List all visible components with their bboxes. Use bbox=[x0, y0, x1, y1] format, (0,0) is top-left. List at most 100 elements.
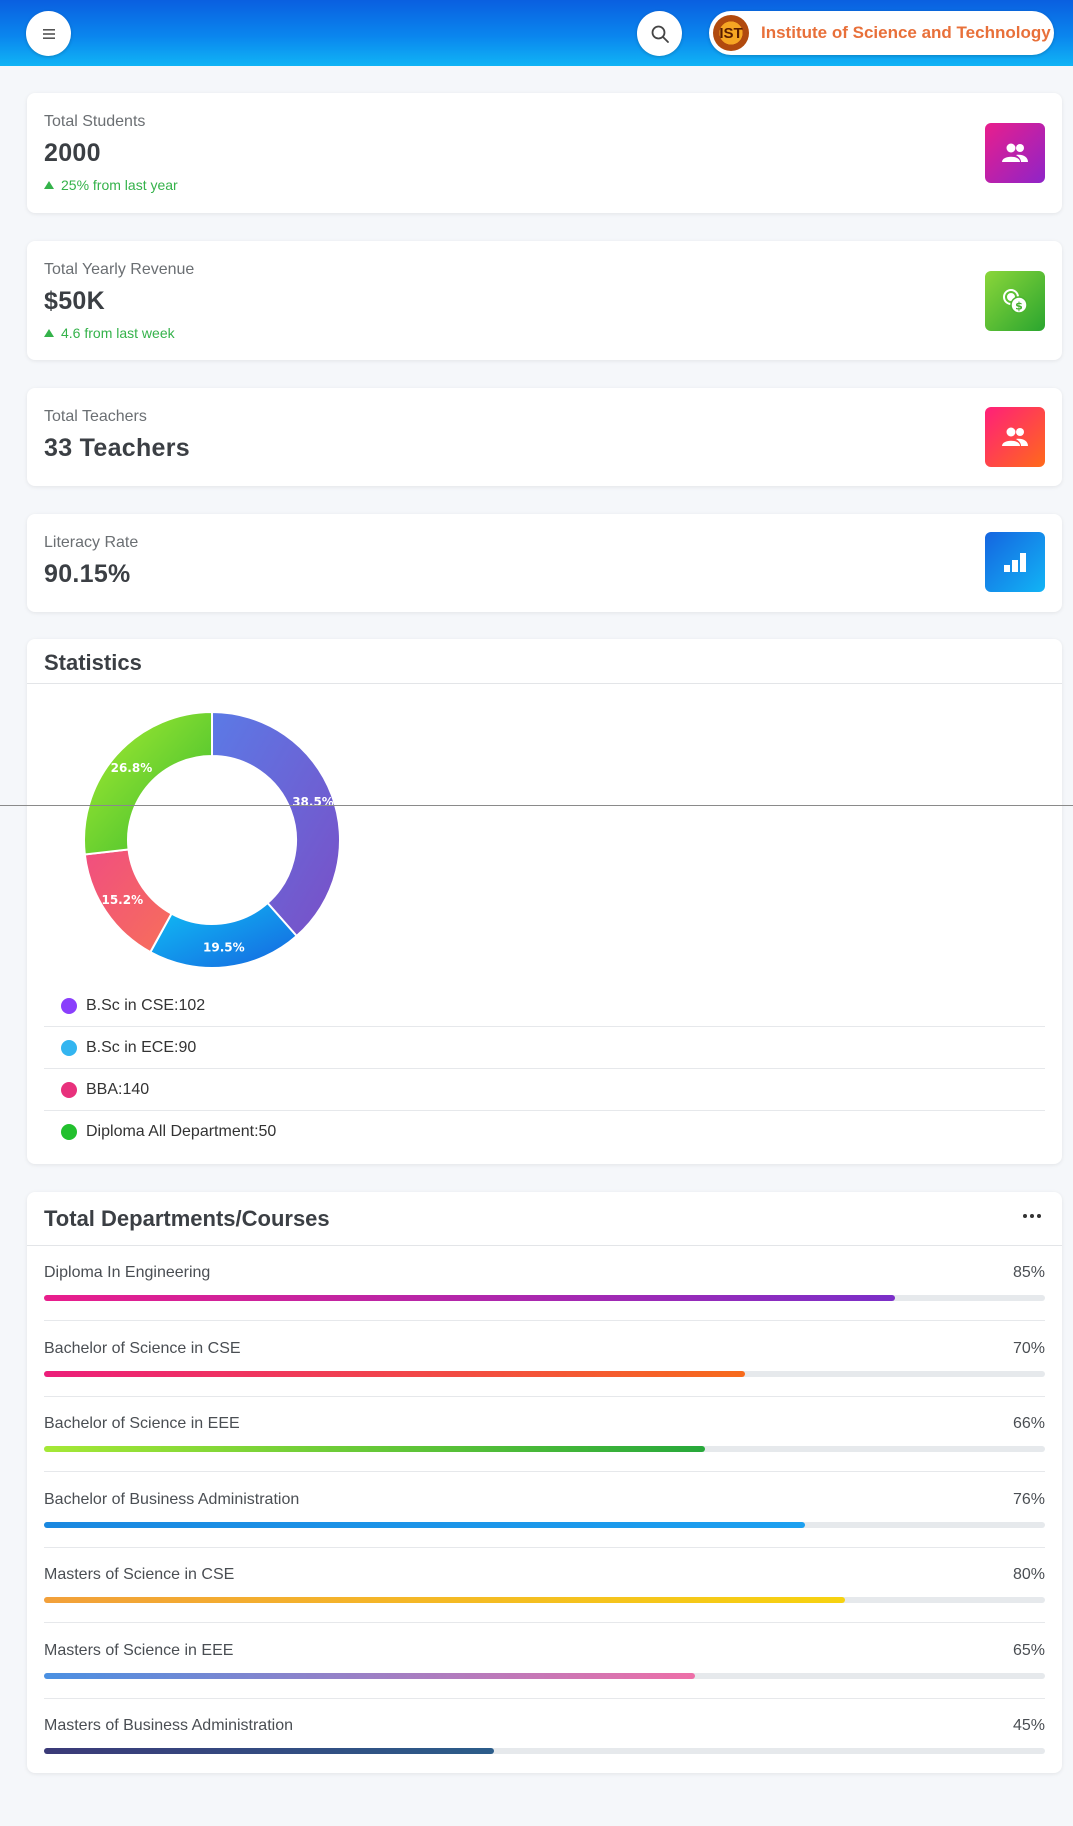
stat-value: 90.15% bbox=[44, 560, 131, 588]
stat-value: $50K bbox=[44, 287, 105, 315]
course-row: Masters of Science in EEE 65% bbox=[44, 1624, 1045, 1699]
progress-track bbox=[44, 1370, 1045, 1377]
stat-trend: 25% from last year bbox=[44, 177, 178, 193]
course-percent: 65% bbox=[1012, 1641, 1045, 1659]
course-percent: 70% bbox=[1012, 1339, 1045, 1357]
stat-icon-box: $ bbox=[985, 271, 1045, 331]
institute-name: Institute of Science and Technology bbox=[761, 23, 1051, 42]
stat-trend-text: 4.6 from last week bbox=[61, 325, 175, 341]
trend-up-icon bbox=[44, 329, 54, 337]
legend-item: B.Sc in CSE:102 bbox=[44, 985, 1045, 1027]
course-percent: 80% bbox=[1012, 1566, 1045, 1583]
coins-icon: $ bbox=[1003, 289, 1028, 314]
progress-fill bbox=[44, 1521, 805, 1528]
users-icon bbox=[1002, 143, 1028, 162]
departments-title: Total Departments/Courses bbox=[44, 1206, 330, 1231]
search-icon bbox=[651, 25, 669, 43]
progress-fill bbox=[44, 1446, 705, 1452]
legend-text: Diploma All Department:50 bbox=[86, 1123, 277, 1140]
users-icon bbox=[1002, 427, 1028, 446]
stat-trend-text: 25% from last year bbox=[61, 177, 178, 193]
progress-track bbox=[44, 1521, 1045, 1528]
overlay-line bbox=[0, 805, 1073, 806]
course-name: Bachelor of Business Administration bbox=[44, 1490, 300, 1508]
course-percent: 66% bbox=[1012, 1415, 1045, 1432]
departments-card: Total Departments/Courses Diploma In Eng… bbox=[27, 1192, 1062, 1773]
progress-fill bbox=[44, 1295, 895, 1301]
legend-dot bbox=[61, 997, 77, 1014]
legend-text: BBA:140 bbox=[86, 1080, 150, 1098]
course-name: Masters of Science in CSE bbox=[44, 1566, 235, 1583]
more-options-button[interactable] bbox=[1020, 1208, 1044, 1224]
donut-slice[interactable] bbox=[148, 901, 299, 969]
stat-card-total-students: Total Students 2000 25% from last year bbox=[27, 93, 1062, 213]
course-name: Masters of Business Administration bbox=[44, 1717, 293, 1734]
progress-fill bbox=[44, 1370, 745, 1377]
legend-text: B.Sc in CSE:102 bbox=[86, 996, 206, 1014]
progress-track bbox=[44, 1672, 1045, 1679]
course-percent: 85% bbox=[1012, 1264, 1045, 1281]
course-row: Masters of Business Administration 45% bbox=[44, 1699, 1045, 1774]
menu-button[interactable] bbox=[26, 11, 71, 56]
progress-track bbox=[44, 1597, 1045, 1603]
course-row: Diploma In Engineering 85% bbox=[44, 1246, 1045, 1321]
stat-label: Literacy Rate bbox=[44, 534, 139, 551]
legend-item: B.Sc in ECE:90 bbox=[44, 1027, 1045, 1069]
stat-icon-box bbox=[985, 407, 1045, 467]
stat-label: Total Students bbox=[44, 113, 146, 130]
course-name: Diploma In Engineering bbox=[44, 1264, 211, 1281]
institute-brand[interactable]: IST Institute of Science and Technology bbox=[709, 11, 1054, 55]
donut-slice-label: 38.5% bbox=[292, 795, 334, 809]
stat-card-yearly-revenue: Total Yearly Revenue $50K 4.6 from last … bbox=[27, 241, 1062, 360]
legend-item: Diploma All Department:50 bbox=[44, 1111, 1045, 1153]
course-row: Bachelor of Science in CSE 70% bbox=[44, 1322, 1045, 1397]
donut-slice[interactable] bbox=[211, 710, 341, 938]
progress-track bbox=[44, 1748, 1045, 1754]
progress-track bbox=[44, 1446, 1045, 1452]
donut-slice[interactable] bbox=[83, 710, 213, 856]
svg-text:$: $ bbox=[1015, 300, 1023, 313]
donut-slice-label: 15.2% bbox=[101, 893, 143, 907]
stat-label: Total Yearly Revenue bbox=[44, 261, 195, 278]
statistics-donut-chart: 38.5% 19.5% 15.2% 26.8% bbox=[83, 710, 341, 969]
card-divider bbox=[27, 1245, 1062, 1246]
legend-dot bbox=[61, 1124, 77, 1140]
search-button[interactable] bbox=[637, 11, 682, 56]
top-bar: IST Institute of Science and Technology bbox=[0, 0, 1073, 66]
hamburger-icon bbox=[42, 28, 55, 39]
statistics-legend: B.Sc in CSE:102 B.Sc in ECE:90 BBA:140 D… bbox=[44, 985, 1045, 1153]
course-percent: 45% bbox=[1012, 1717, 1045, 1734]
legend-dot bbox=[61, 1081, 77, 1098]
progress-fill bbox=[44, 1748, 495, 1754]
stat-card-total-teachers: Total Teachers 33 Teachers bbox=[27, 388, 1062, 486]
card-divider bbox=[27, 683, 1062, 684]
bar-chart-icon bbox=[1004, 553, 1026, 572]
course-row: Bachelor of Science in EEE 66% bbox=[44, 1397, 1045, 1472]
more-horizontal-icon bbox=[1023, 1214, 1041, 1218]
course-name: Bachelor of Science in EEE bbox=[44, 1415, 240, 1432]
course-percent: 76% bbox=[1012, 1490, 1045, 1508]
stat-trend: 4.6 from last week bbox=[44, 325, 175, 341]
progress-fill bbox=[44, 1597, 845, 1603]
donut-slice-label: 19.5% bbox=[203, 940, 245, 954]
course-row: Masters of Science in CSE 80% bbox=[44, 1548, 1045, 1623]
legend-dot bbox=[61, 1039, 77, 1056]
progress-track bbox=[44, 1295, 1045, 1301]
stat-card-literacy-rate: Literacy Rate 90.15% bbox=[27, 514, 1062, 612]
institute-logo: IST bbox=[713, 15, 749, 51]
legend-text: B.Sc in ECE:90 bbox=[86, 1038, 197, 1056]
course-name: Bachelor of Science in CSE bbox=[44, 1339, 241, 1357]
stat-icon-box bbox=[985, 532, 1045, 592]
donut-slice-label: 26.8% bbox=[111, 761, 153, 775]
stat-value: 2000 bbox=[44, 139, 101, 167]
trend-up-icon bbox=[44, 181, 54, 189]
statistics-card: Statistics 38.5% 19.5% 15.2% 26.8% B.Sc in … bbox=[27, 639, 1062, 1164]
progress-fill bbox=[44, 1672, 695, 1679]
stat-value: 33 Teachers bbox=[44, 434, 190, 462]
statistics-title: Statistics bbox=[44, 650, 142, 675]
course-name: Masters of Science in EEE bbox=[44, 1641, 234, 1659]
course-row: Bachelor of Business Administration 76% bbox=[44, 1473, 1045, 1548]
legend-item: BBA:140 bbox=[44, 1069, 1045, 1111]
stat-icon-box bbox=[985, 123, 1045, 183]
stat-label: Total Teachers bbox=[44, 408, 147, 425]
